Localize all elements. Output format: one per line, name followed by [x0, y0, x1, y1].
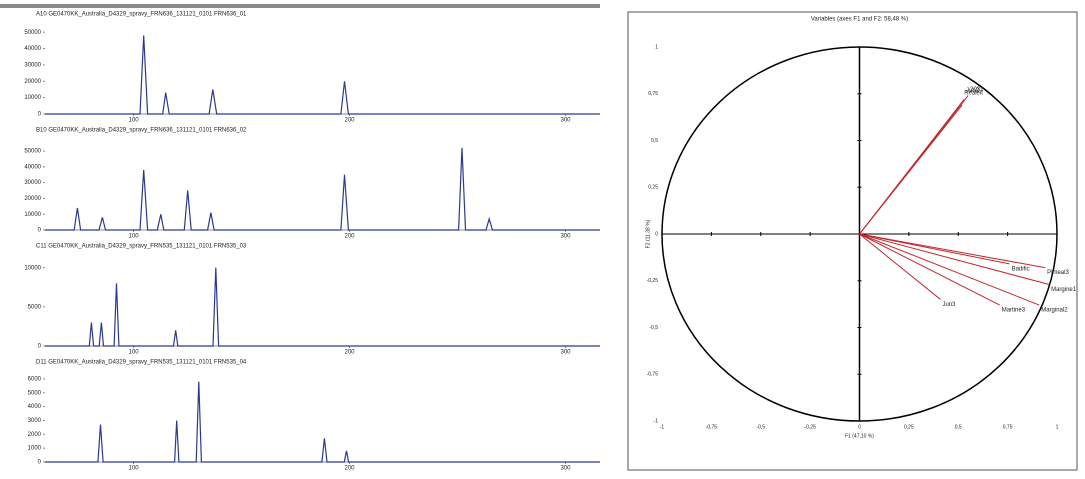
y-tick-label: 40000 [24, 164, 41, 170]
y-tick-label: 10000 [24, 95, 41, 101]
y-tick-label: 0 [38, 460, 42, 466]
x-tick-label: -0,75 [706, 424, 718, 430]
vector-label: Jun3 [942, 302, 956, 308]
x-tick-label: 1 [1056, 424, 1059, 430]
vector [859, 233, 941, 300]
x-tick-label: 300 [560, 466, 571, 472]
y-tick-label: 40000 [24, 46, 41, 52]
x-tick-label: 100 [129, 118, 140, 124]
y-tick-label: 20000 [24, 79, 41, 85]
y-tick-label: 1 [655, 44, 658, 50]
y-tick-label: 0,75 [648, 91, 658, 97]
trace [45, 147, 600, 231]
vector [859, 233, 1046, 269]
x-tick-label: 0,75 [1003, 424, 1013, 430]
vector [859, 233, 1000, 306]
x-tick-label: -1 [660, 424, 665, 430]
vector-label: Martine3 [1002, 308, 1026, 314]
y-tick-label: 5000 [28, 390, 42, 396]
x-tick-label: 100 [129, 234, 140, 240]
trace [45, 381, 600, 463]
y-tick-label: 0,5 [651, 138, 658, 144]
vector-label: Margine1 [1051, 287, 1077, 293]
x-tick-label: 200 [344, 466, 355, 472]
chart-title: Variables (axes F1 and F2: 58,48 %) [811, 17, 908, 23]
y-axis-label: F2 (11,38 %) [645, 219, 651, 248]
vector [859, 233, 1040, 306]
y-tick-label: 30000 [24, 62, 41, 68]
y-tick-label: 1000 [28, 446, 42, 452]
trace [45, 35, 600, 115]
y-tick-label: 6000 [28, 377, 42, 383]
y-tick-label: 0 [38, 228, 42, 234]
x-tick-label: 200 [344, 350, 355, 356]
y-tick-label: -0,25 [647, 278, 659, 284]
y-tick-label: 10000 [24, 212, 41, 218]
y-tick-label: -0,5 [649, 325, 658, 331]
vector-label: 2031 [970, 87, 984, 93]
vector-label: Marginal2 [1041, 308, 1068, 314]
x-tick-label: 0,5 [955, 424, 962, 430]
vector-label: Pimeal3 [1047, 270, 1069, 276]
y-tick-label: -1 [654, 418, 659, 424]
vector [859, 233, 1050, 285]
y-tick-label: 0 [38, 112, 42, 118]
x-tick-label: 0 [858, 424, 861, 430]
y-tick-label: 20000 [24, 196, 41, 202]
panel-title: C11 GE0470KK_Australia_D4329_spravy_FRN5… [36, 244, 247, 250]
top-bar [0, 4, 600, 8]
x-tick-label: 300 [560, 118, 571, 124]
vector [859, 104, 963, 235]
y-tick-label: 0 [655, 231, 658, 237]
trace [45, 267, 600, 347]
vector-label: Realeit [964, 91, 983, 97]
chart-frame [627, 11, 1078, 471]
x-tick-label: 300 [560, 350, 571, 356]
y-tick-label: 3000 [28, 418, 42, 424]
y-tick-label: 50000 [24, 30, 41, 36]
panel-title: B10 GE0470KK_Australia_D4329_spravy_FRN6… [36, 128, 247, 134]
x-tick-label: 0,25 [904, 424, 914, 430]
y-tick-label: 4000 [28, 404, 42, 410]
panel-title: A10 GE0470KK_Australia_D4329_spravy_FRN6… [36, 12, 247, 18]
panel-title: D11 GE0470KK_Australia_D4329_spravy_FRN5… [36, 360, 247, 366]
x-tick-label: 300 [560, 234, 571, 240]
y-tick-label: 0,25 [648, 185, 658, 191]
y-tick-label: 10000 [24, 265, 41, 271]
vector-label: Jun2 [966, 88, 980, 94]
y-tick-label: -0,75 [647, 372, 659, 378]
x-tick-label: 100 [129, 466, 140, 472]
y-tick-label: 5000 [28, 304, 42, 310]
x-tick-label: -0,25 [804, 424, 816, 430]
vector-label: Badific [1012, 266, 1030, 272]
x-tick-label: 100 [129, 350, 140, 356]
y-tick-label: 2000 [28, 432, 42, 438]
x-tick-label: -0,5 [756, 424, 765, 430]
x-tick-label: 200 [344, 234, 355, 240]
y-tick-label: 30000 [24, 180, 41, 186]
x-tick-label: 200 [344, 118, 355, 124]
x-axis-label: F1 (47,10 %) [845, 433, 874, 439]
y-tick-label: 50000 [24, 149, 41, 155]
y-tick-label: 0 [38, 344, 42, 350]
